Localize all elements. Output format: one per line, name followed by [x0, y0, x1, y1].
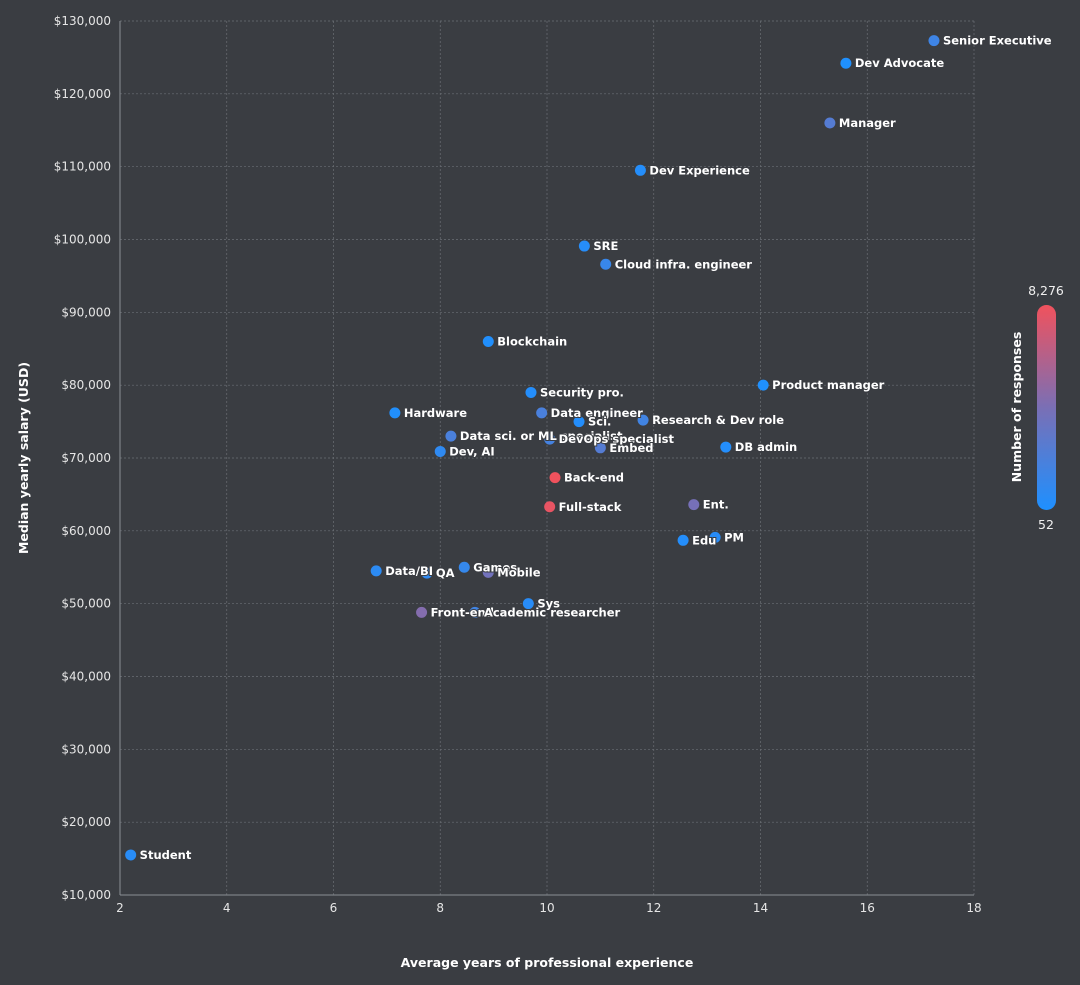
data-point[interactable]: [720, 441, 732, 453]
data-point-label: DB admin: [735, 440, 797, 454]
data-point[interactable]: [549, 472, 561, 484]
data-point[interactable]: [434, 445, 446, 457]
x-tick-label: 6: [330, 901, 338, 915]
data-point[interactable]: [525, 386, 537, 398]
data-point[interactable]: [416, 606, 428, 618]
data-point-label: Back-end: [564, 471, 624, 485]
y-axis-title: Median yearly salary (USD): [16, 362, 31, 554]
data-point[interactable]: [421, 567, 433, 579]
x-tick-label: 18: [966, 901, 981, 915]
data-point-label: DevOps specialist: [559, 432, 675, 446]
legend-max-label: 8,276: [1028, 283, 1064, 298]
data-point[interactable]: [928, 35, 940, 47]
y-tick-label: $130,000: [54, 14, 111, 28]
data-point[interactable]: [573, 416, 585, 428]
data-point[interactable]: [634, 164, 646, 176]
data-point-label: Mobile: [497, 565, 540, 579]
data-point-label: Manager: [839, 116, 896, 130]
x-tick-label: 2: [116, 901, 124, 915]
data-point-label: Dev Advocate: [855, 56, 944, 70]
data-point[interactable]: [757, 379, 769, 391]
y-tick-label: $30,000: [61, 742, 111, 756]
y-tick-label: $20,000: [61, 815, 111, 829]
data-point-label: Dev, AI: [449, 444, 494, 458]
data-point-label: Data/BI: [385, 564, 433, 578]
x-tick-label: 4: [223, 901, 231, 915]
data-point-label: Security pro.: [540, 385, 624, 399]
data-point[interactable]: [445, 430, 457, 442]
data-point-label: SRE: [593, 239, 618, 253]
data-point-label: Front-end: [431, 605, 494, 619]
y-tick-label: $60,000: [61, 524, 111, 538]
data-point-label: Product manager: [772, 378, 884, 392]
legend-min-label: 52: [1038, 517, 1054, 532]
color-legend: 8,276 52 Number of responses: [1009, 283, 1064, 532]
data-point-label: Cloud infra. engineer: [615, 257, 753, 271]
axes: 2 4 6 8 10 12 14 16 18 $10,000 $20,000 $30,000 $40,0…: [54, 14, 982, 915]
data-point-label: Research & Dev role: [652, 413, 784, 427]
data-point[interactable]: [125, 849, 137, 861]
x-tick-label: 14: [753, 901, 768, 915]
y-tick-label: $40,000: [61, 670, 111, 684]
data-labels: Senior Executive Dev Advocate Manager Dev E…: [139, 33, 1053, 863]
data-point-label: Embed: [609, 441, 653, 455]
data-point[interactable]: [677, 534, 689, 546]
data-point-label: Dev Experience: [649, 163, 750, 177]
data-point[interactable]: [482, 335, 494, 347]
y-tick-label: $10,000: [61, 888, 111, 902]
data-point-label: Edu: [692, 533, 716, 547]
data-point[interactable]: [594, 442, 606, 454]
data-points: [125, 35, 940, 861]
y-tick-label: $80,000: [61, 378, 111, 392]
data-point-label: QA: [436, 566, 455, 580]
data-point-label: Ent.: [703, 498, 729, 512]
data-point[interactable]: [688, 499, 700, 511]
grid: [119, 20, 975, 896]
data-point-label: Academic researcher: [484, 605, 621, 619]
data-point[interactable]: [544, 433, 556, 445]
data-point[interactable]: [536, 407, 548, 419]
x-tick-label: 10: [539, 901, 554, 915]
data-point-label: Blockchain: [497, 334, 567, 348]
data-point[interactable]: [482, 566, 494, 578]
data-point[interactable]: [389, 407, 401, 419]
x-tick-label: 12: [646, 901, 661, 915]
data-point-label: Games: [473, 560, 517, 574]
x-axis-title: Average years of professional experience: [401, 955, 694, 970]
legend-title: Number of responses: [1009, 332, 1024, 483]
x-tick-label: 8: [436, 901, 444, 915]
data-point[interactable]: [600, 258, 612, 270]
data-point[interactable]: [637, 414, 649, 426]
y-tick-label: $70,000: [61, 451, 111, 465]
data-point-label: Senior Executive: [943, 34, 1052, 48]
data-point-label: Full-stack: [559, 500, 622, 514]
data-point-label: Sys: [537, 597, 560, 611]
data-point-label: Sci.: [588, 415, 611, 429]
data-point[interactable]: [370, 565, 382, 577]
x-tick-label: 16: [860, 901, 875, 915]
y-tick-label: $110,000: [54, 160, 111, 174]
y-tick-label: $50,000: [61, 597, 111, 611]
data-point-label: Data sci. or ML specialist: [460, 429, 623, 443]
y-tick-label: $100,000: [54, 233, 111, 247]
legend-color-bar: [1037, 305, 1056, 510]
y-tick-label: $90,000: [61, 305, 111, 319]
data-point-label: Data engineer: [551, 406, 644, 420]
y-tick-label: $120,000: [54, 87, 111, 101]
data-point[interactable]: [458, 561, 470, 573]
data-point[interactable]: [522, 598, 534, 610]
data-point-label: PM: [724, 530, 744, 544]
data-point[interactable]: [469, 606, 481, 618]
data-point[interactable]: [824, 117, 836, 129]
data-point[interactable]: [578, 240, 590, 252]
data-point[interactable]: [840, 57, 852, 69]
data-point-label: Hardware: [404, 406, 467, 420]
data-point-label: Student: [140, 848, 192, 862]
data-point[interactable]: [709, 531, 721, 543]
data-point[interactable]: [544, 501, 556, 513]
